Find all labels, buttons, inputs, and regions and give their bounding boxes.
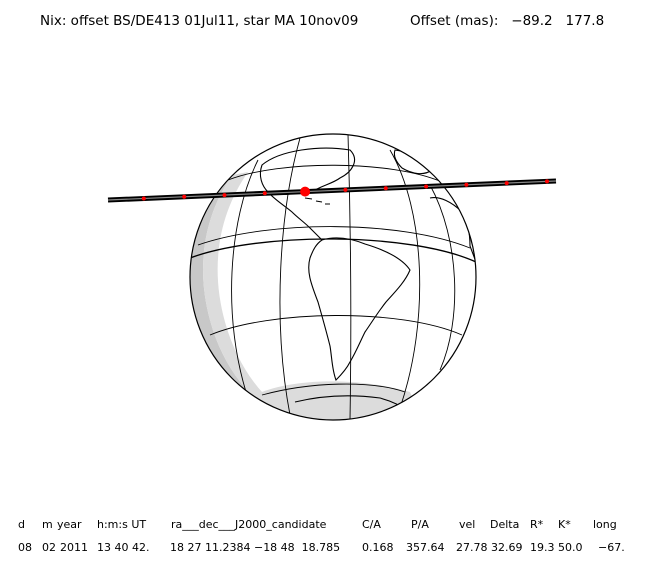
twilight-shadow (203, 172, 292, 420)
value-rstar: 19.3 (530, 541, 555, 554)
value-time: 13 40 42. (97, 541, 150, 554)
value-delta: 32.69 (491, 541, 523, 554)
value-vel: 27.78 (456, 541, 488, 554)
time-marker (424, 184, 429, 189)
value-day: 08 (18, 541, 32, 554)
offset-y-value: 177.8 (565, 13, 605, 29)
col-header-vel: vel (459, 518, 476, 531)
col-header-rstar: R* (530, 518, 544, 531)
offset-readout: Offset (mas): −89.2 177.8 (410, 13, 604, 29)
value-long: −67. (598, 541, 625, 554)
time-marker (222, 193, 227, 198)
col-header-month: m (42, 518, 53, 531)
plot-title: Nix: offset BS/DE413 01Jul11, star MA 10… (40, 13, 359, 29)
parallels (190, 164, 476, 396)
value-kstar: 50.0 (558, 541, 583, 554)
track-markers (141, 179, 549, 201)
time-marker (262, 191, 267, 196)
offset-label: Offset (mas): (410, 13, 499, 29)
coastlines (259, 147, 476, 415)
globe-disc (190, 134, 476, 420)
time-marker (141, 196, 146, 201)
col-header-kstar: K* (558, 518, 571, 531)
central-time-marker (300, 186, 311, 197)
col-header-ca: C/A (362, 518, 381, 531)
col-header-year: year (57, 518, 82, 531)
value-ca: 0.168 (362, 541, 394, 554)
col-header-radec: ra___dec___J2000_candidate (171, 518, 327, 531)
time-marker (464, 182, 469, 187)
globe-limb (189, 133, 477, 421)
central-america (267, 191, 323, 241)
time-marker (504, 181, 509, 186)
col-header-day: d (18, 518, 25, 531)
col-header-time: h:m:s UT (97, 518, 147, 531)
time-marker (383, 186, 388, 191)
value-radec: 18 27 11.2384 −18 48 18.785 (170, 541, 341, 554)
value-year: 2011 (60, 541, 88, 554)
time-marker (343, 187, 348, 192)
offset-x-value: −89.2 (511, 13, 553, 29)
time-marker (182, 194, 187, 199)
col-header-long: long (593, 518, 617, 531)
south-america (308, 237, 411, 381)
col-header-pa: P/A (411, 518, 429, 531)
antarctic-shadow (240, 381, 430, 420)
caribbean-islands (304, 197, 330, 205)
time-marker (545, 179, 549, 184)
value-month: 02 (42, 541, 56, 554)
value-pa: 357.64 (406, 541, 445, 554)
col-header-delta: Delta (490, 518, 520, 531)
